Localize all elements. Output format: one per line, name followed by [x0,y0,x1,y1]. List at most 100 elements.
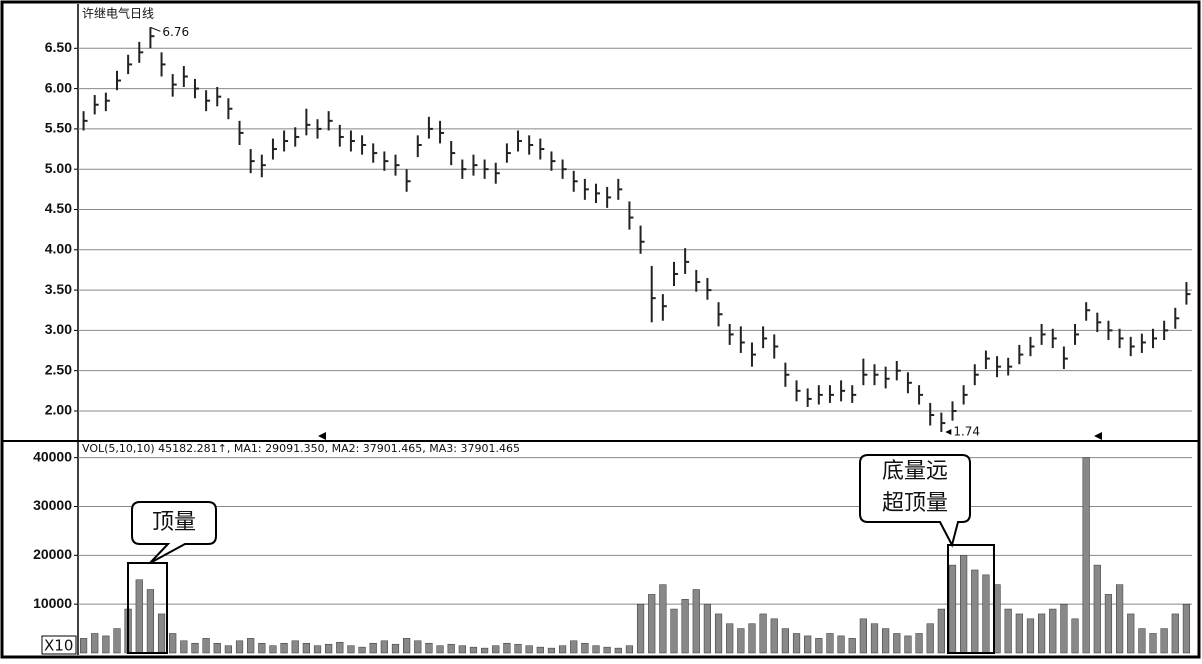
y-tick-label: 20000 [33,546,72,562]
highlight-box [947,544,995,654]
volume-title: VOL(5,10,10) 45182.281↑, MA1: 29091.350,… [82,442,520,455]
volume-bar [102,635,110,654]
volume-bar [781,628,789,654]
highlight-box [127,562,168,654]
volume-bar [1060,603,1068,654]
volume-bar [180,640,188,654]
y-tick-label: 2.00 [45,402,72,418]
leader [150,26,161,32]
volume-bar [870,623,879,654]
volume-bar [113,628,121,654]
volume-bar [425,642,433,654]
volume-bar [269,645,277,654]
volume-bar [414,640,422,654]
volume-bar [536,646,544,654]
volume-bar [525,645,533,654]
volume-bar [759,613,767,654]
volume-bar [960,555,968,654]
volume-bar [804,635,812,654]
volume-bar [893,633,901,654]
volume-bar [714,613,723,654]
volume-bar [325,643,333,654]
volume-bar [191,642,199,654]
volume-bar [826,633,834,654]
volume-bar [391,643,400,654]
volume-bar [503,642,511,654]
y-tick-label: 40000 [33,448,72,464]
y-tick-label: 4.00 [45,240,72,256]
callout-text: 底量远 [882,459,948,484]
volume-bar [1115,584,1124,654]
volume-bar [614,647,622,654]
volume-bar [659,584,667,654]
volume-bar [403,638,411,654]
volume-bar [636,603,645,654]
volume-bar [848,638,856,654]
volume-bar [514,643,522,654]
volume-bar [380,640,388,654]
volume-bar [547,647,556,654]
volume-bar [681,599,689,654]
volume-bar [570,640,578,654]
volume-bar [302,642,310,654]
volume-bar [358,646,366,654]
y-tick-label: 3.50 [45,281,72,297]
volume-bar [79,638,88,654]
volume-bar [1182,603,1191,654]
volume-bar [169,633,177,654]
volume-bar [202,638,210,654]
volume-bar [258,642,266,654]
volume-bar [1071,618,1079,654]
volume-bar [815,638,823,654]
callout-text: 超顶量 [882,491,948,516]
volume-bar [748,623,756,654]
volume-bar [146,589,155,654]
volume-bar [347,645,355,654]
volume-bar [1082,457,1090,654]
volume-bar [1004,608,1012,654]
volume-bar [558,645,567,654]
volume-bar [1171,613,1179,654]
y-tick-label: 6.00 [45,79,72,95]
volume-bar [280,642,288,654]
marker [318,432,326,440]
volume-bar [937,608,945,654]
volume-bar [492,645,500,654]
high-label: 6.76 [162,25,189,39]
unit-box [41,635,77,655]
volume-bar [313,645,322,654]
volume-bar [859,618,867,654]
volume-bar [1149,633,1157,654]
volume-bar [447,643,455,654]
volume-bar [737,628,745,654]
volume-bar [1015,613,1023,654]
y-tick-label: 30000 [33,497,72,513]
unit-label: X10 [44,637,73,655]
volume-bar [948,564,957,654]
volume-bar [837,635,845,654]
volume-bar [1160,628,1168,654]
volume-bar [1049,608,1057,654]
volume-bar [91,633,99,654]
y-tick-label: 5.50 [45,120,72,136]
volume-bar [436,645,444,654]
volume-bar [1127,613,1135,654]
volume-bar [1138,628,1146,654]
volume-bar [982,574,990,654]
volume-bar [792,633,801,654]
volume-bar [458,645,466,654]
callout-text: 顶量 [152,510,196,535]
volume-bar [926,623,934,654]
volume-bar [625,645,634,654]
volume-bar [1038,613,1046,654]
volume-bar [1104,594,1113,654]
volume-bar [157,613,166,654]
volume-bar [247,638,255,654]
volume-bar [648,594,656,654]
y-tick-label: 10000 [33,595,72,611]
volume-bar [135,579,143,654]
low-label: 1.74 [953,424,980,438]
marker [1094,432,1102,440]
callout-bubble [859,454,971,548]
